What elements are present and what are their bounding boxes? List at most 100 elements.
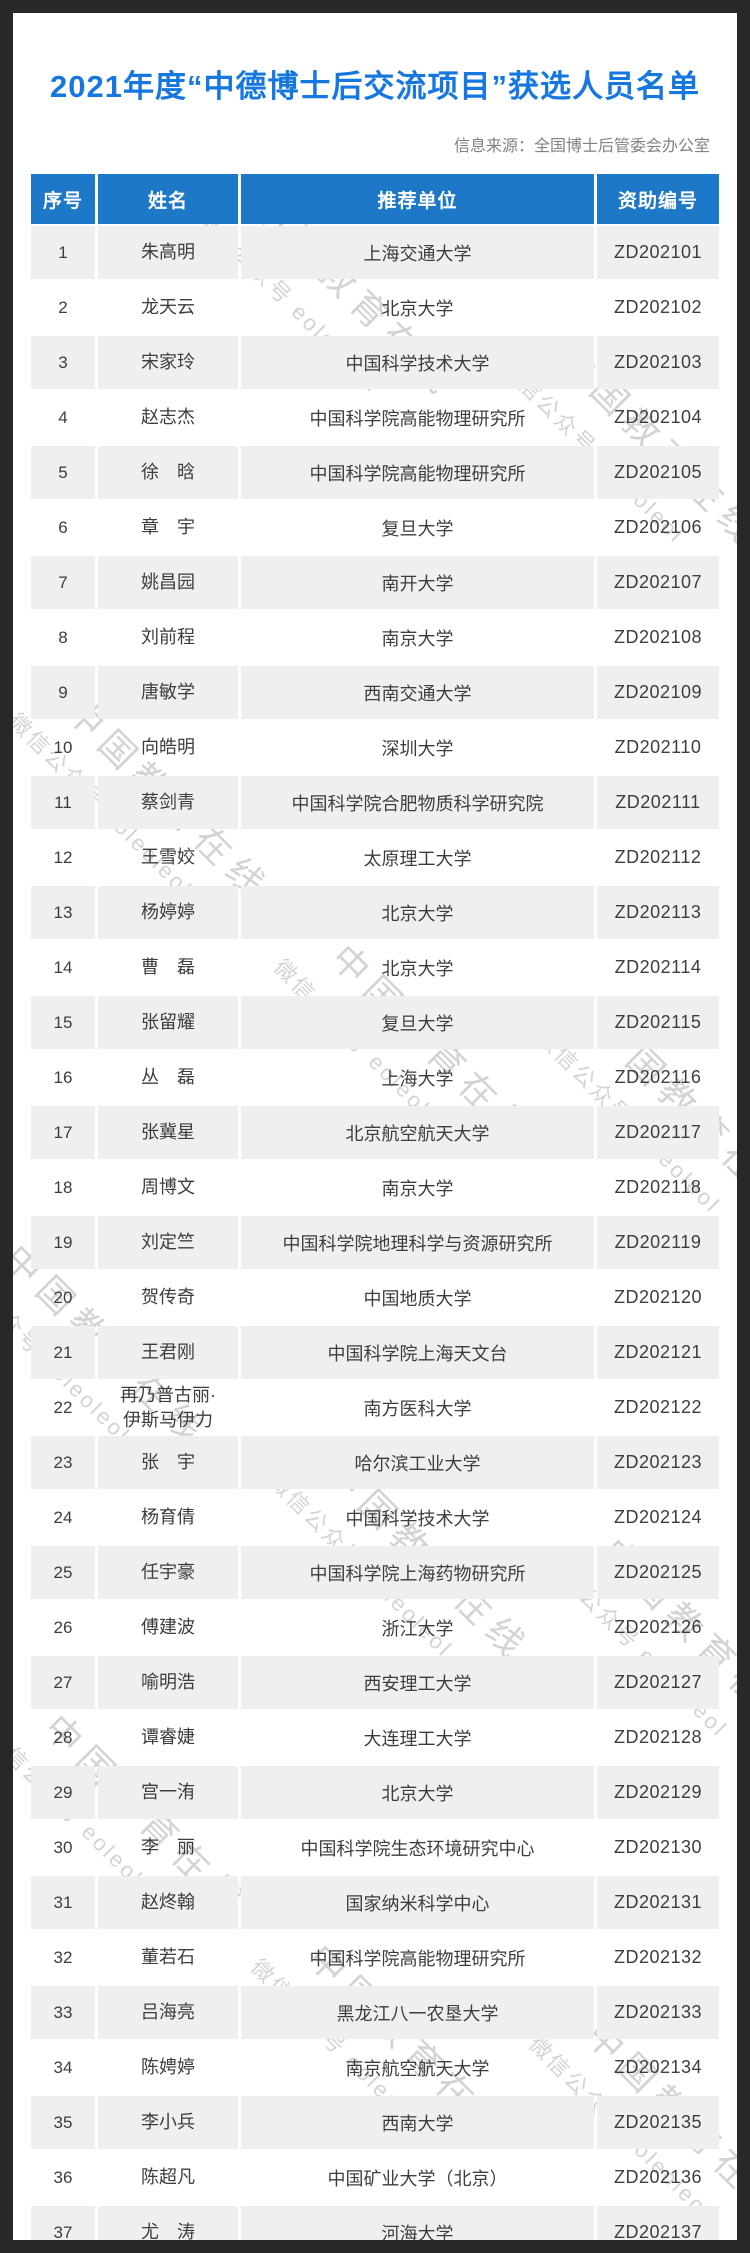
cell-name: 龙天云 <box>141 297 195 318</box>
cell-institution: 西南交通大学 <box>241 666 594 719</box>
cell-grant-id: ZD202117 <box>597 1106 719 1159</box>
cell-grant-id: ZD202118 <box>614 1177 702 1197</box>
cell-index: 32 <box>53 1947 73 1967</box>
cell-institution: 大连理工大学 <box>363 1728 472 1749</box>
cell-institution: 浙江大学 <box>381 1618 454 1639</box>
column-header-grant-id: 资助编号 <box>597 174 719 224</box>
cell-grant-id: ZD202136 <box>613 2167 703 2187</box>
cell-index: 37 <box>31 2206 95 2240</box>
cell-grant-id: ZD202129 <box>597 1766 719 1819</box>
cell-institution: 中国科学院合肥物质科学研究院 <box>241 776 594 829</box>
roster-table: 序号 姓名 推荐单位 资助编号 1 朱高明 上海交通大学 ZD202101 2 … <box>28 172 722 2240</box>
table-row: 11 蔡剑青 中国科学院合肥物质科学研究院 ZD202111 <box>31 776 719 829</box>
cell-grant-id: ZD202103 <box>597 336 719 389</box>
table-row: 24 杨育倩 中国科学技术大学 ZD202124 <box>31 1491 719 1544</box>
cell-name: 刘前程 <box>141 627 195 648</box>
table-row: 1 朱高明 上海交通大学 ZD202101 <box>31 226 719 279</box>
cell-name: 宋家玲 <box>98 336 238 389</box>
cell-name: 喻明浩 <box>98 1656 238 1709</box>
table-row: 34 陈娉婷 南京航空航天大学 ZD202134 <box>31 2041 719 2094</box>
cell-institution: 河海大学 <box>241 2206 594 2240</box>
cell-grant-id: ZD202128 <box>613 1727 703 1747</box>
cell-institution: 中国矿业大学（北京） <box>327 2168 508 2189</box>
cell-grant-id: ZD202135 <box>597 2096 719 2149</box>
cell-grant-id: ZD202125 <box>597 1546 719 1599</box>
cell-institution: 复旦大学 <box>381 518 454 539</box>
cell-index: 23 <box>31 1436 95 1489</box>
cell-name: 傅建波 <box>141 1617 195 1638</box>
table-row: 16 丛 磊 上海大学 ZD202116 <box>31 1051 719 1104</box>
table-row: 5 徐 晗 中国科学院高能物理研究所 ZD202105 <box>31 446 719 499</box>
table-row: 19 刘定竺 中国科学院地理科学与资源研究所 ZD202119 <box>31 1216 719 1269</box>
table-row: 13 杨婷婷 北京大学 ZD202113 <box>31 886 719 939</box>
table-row: 31 赵炵翰 国家纳米科学中心 ZD202131 <box>31 1876 719 1929</box>
cell-institution: 中国科学技术大学 <box>345 1508 490 1529</box>
cell-name: 朱高明 <box>98 226 238 279</box>
table-row: 4 赵志杰 中国科学院高能物理研究所 ZD202104 <box>31 391 719 444</box>
cell-index: 25 <box>31 1546 95 1599</box>
cell-name: 杨育倩 <box>141 1507 195 1528</box>
table-row: 9 唐敏学 西南交通大学 ZD202109 <box>31 666 719 719</box>
cell-name: 唐敏学 <box>98 666 238 719</box>
cell-institution: 上海大学 <box>381 1068 454 1089</box>
table-row: 36 陈超凡 中国矿业大学（北京） ZD202136 <box>31 2151 719 2204</box>
cell-index: 17 <box>31 1106 95 1159</box>
cell-index: 30 <box>53 1837 73 1857</box>
cell-index: 28 <box>53 1727 73 1747</box>
cell-institution: 国家纳米科学中心 <box>241 1876 594 1929</box>
table-row: 35 李小兵 西南大学 ZD202135 <box>31 2096 719 2149</box>
cell-institution: 北京大学 <box>241 1766 594 1819</box>
cell-institution: 黑龙江八一农垦大学 <box>241 1986 594 2039</box>
cell-name: 章 宇 <box>141 517 195 538</box>
cell-name: 刘定竺 <box>98 1216 238 1269</box>
table-row: 10 向皓明 深圳大学 ZD202110 <box>31 721 719 774</box>
cell-name: 王君刚 <box>98 1326 238 1379</box>
cell-index: 24 <box>53 1507 73 1527</box>
cell-institution: 南京大学 <box>381 628 454 649</box>
cell-name: 张留耀 <box>98 996 238 1049</box>
column-header-index: 序号 <box>31 174 95 224</box>
cell-grant-id: ZD202107 <box>597 556 719 609</box>
cell-name: 任宇豪 <box>98 1546 238 1599</box>
cell-institution: 中国科学院上海药物研究所 <box>241 1546 594 1599</box>
cell-grant-id: ZD202115 <box>597 996 719 1049</box>
cell-institution: 深圳大学 <box>381 738 454 759</box>
cell-institution: 南京大学 <box>381 1178 454 1199</box>
cell-name: 杨婷婷 <box>98 886 238 939</box>
cell-index: 34 <box>53 2057 73 2077</box>
cell-institution: 西南大学 <box>241 2096 594 2149</box>
cell-name: 董若石 <box>141 1947 195 1968</box>
cell-name: 丛 磊 <box>141 1067 195 1088</box>
cell-institution: 北京大学 <box>381 958 454 979</box>
cell-grant-id: ZD202124 <box>613 1507 703 1527</box>
table-row: 29 宫一洧 北京大学 ZD202129 <box>31 1766 719 1819</box>
cell-index: 31 <box>31 1876 95 1929</box>
cell-grant-id: ZD202132 <box>613 1947 703 1967</box>
cell-institution: 北京航空航天大学 <box>241 1106 594 1159</box>
cell-grant-id: ZD202116 <box>614 1067 702 1087</box>
cell-name: 蔡剑青 <box>98 776 238 829</box>
cell-name: 周博文 <box>141 1177 195 1198</box>
cell-institution: 南方医科大学 <box>363 1398 472 1419</box>
cell-grant-id: ZD202112 <box>614 847 702 867</box>
column-header-name: 姓名 <box>98 174 238 224</box>
cell-grant-id: ZD202113 <box>597 886 719 939</box>
cell-index: 1 <box>31 226 95 279</box>
cell-index: 33 <box>31 1986 95 2039</box>
cell-grant-id: ZD202122 <box>613 1397 703 1417</box>
cell-name: 谭睿婕 <box>141 1727 195 1748</box>
cell-index: 20 <box>53 1287 73 1307</box>
table-row: 27 喻明浩 西安理工大学 ZD202127 <box>31 1656 719 1709</box>
cell-index: 16 <box>53 1067 73 1087</box>
table-body: 1 朱高明 上海交通大学 ZD202101 2 龙天云 北京大学 ZD20210… <box>31 226 719 2240</box>
cell-index: 13 <box>31 886 95 939</box>
cell-index: 27 <box>31 1656 95 1709</box>
table-row: 23 张 宇 哈尔滨工业大学 ZD202123 <box>31 1436 719 1489</box>
cell-institution: 北京大学 <box>241 886 594 939</box>
cell-index: 35 <box>31 2096 95 2149</box>
cell-index: 3 <box>31 336 95 389</box>
cell-grant-id: ZD202108 <box>613 627 703 647</box>
cell-grant-id: ZD202126 <box>613 1617 703 1637</box>
cell-name: 尤 涛 <box>98 2206 238 2240</box>
cell-name: 贺传奇 <box>141 1287 195 1308</box>
